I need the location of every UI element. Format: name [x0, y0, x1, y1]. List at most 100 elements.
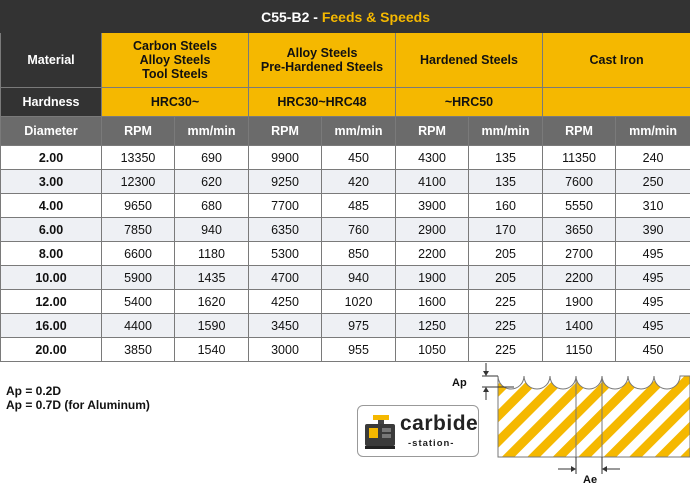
rpm-cell: 4400	[101, 313, 175, 338]
diameter-cell: 6.00	[0, 217, 102, 242]
table-row: 20.00 3850 1540 3000 955 1050 225 1150 450	[0, 337, 690, 362]
feed-cell: 1020	[321, 289, 396, 314]
table-row: 3.00 12300 620 9250 420 4100 135 7600 250	[0, 169, 690, 194]
rpm-cell: 1050	[395, 337, 469, 362]
rpm-cell: 7850	[101, 217, 175, 242]
feed-cell: 495	[614, 289, 690, 314]
rpm-cell: 5300	[248, 241, 322, 266]
workpiece	[497, 375, 690, 458]
diameter-cell: 16.00	[0, 313, 102, 338]
column-header-row: Diameter RPM mm/min RPM mm/min RPM mm/mi…	[0, 116, 690, 146]
rpm-cell: 7700	[248, 193, 322, 218]
feed-cell: 1540	[174, 337, 249, 362]
table-row: 10.00 5900 1435 4700 940 1900 205 2200 495	[0, 265, 690, 290]
material-carbon-steels: Carbon Steels Alloy Steels Tool Steels	[101, 32, 249, 88]
rpm-cell: 3450	[248, 313, 322, 338]
table-row: 16.00 4400 1590 3450 975 1250 225 1400 495	[0, 313, 690, 338]
table-row: 8.00 6600 1180 5300 850 2200 205 2700 495	[0, 241, 690, 266]
rpm-cell: 5400	[101, 289, 175, 314]
feed-cell: 1590	[174, 313, 249, 338]
rpm-cell: 4250	[248, 289, 322, 314]
rpm-header: RPM	[542, 116, 616, 146]
rpm-cell: 5550	[542, 193, 616, 218]
hardness-alloy-steels: HRC30~HRC48	[248, 87, 396, 117]
feed-cell: 485	[321, 193, 396, 218]
rpm-cell: 11350	[542, 145, 616, 170]
feed-header: mm/min	[174, 116, 249, 146]
rpm-header: RPM	[395, 116, 469, 146]
hardness-cast-iron	[541, 87, 690, 117]
note-line: Ap = 0.2D	[6, 384, 62, 398]
material-line: Cast Iron	[589, 53, 644, 67]
material-row: Material Carbon Steels Alloy Steels Tool…	[0, 32, 690, 88]
rpm-cell: 3850	[101, 337, 175, 362]
feed-cell: 135	[468, 169, 543, 194]
material-line: Alloy Steels	[286, 46, 358, 60]
feed-cell: 940	[321, 265, 396, 290]
rpm-cell: 1400	[542, 313, 616, 338]
feed-header: mm/min	[468, 116, 543, 146]
feed-cell: 495	[614, 313, 690, 338]
carbide-station-logo: carbide -station-	[357, 405, 479, 457]
diameter-cell: 3.00	[0, 169, 102, 194]
logo-name: carbide	[400, 412, 479, 435]
feed-cell: 1180	[174, 241, 249, 266]
rpm-cell: 6350	[248, 217, 322, 242]
feed-cell: 225	[468, 289, 543, 314]
hardness-label: Hardness	[0, 87, 102, 117]
rpm-cell: 3650	[542, 217, 616, 242]
feed-cell: 135	[468, 145, 543, 170]
ae-label: Ae	[583, 474, 597, 485]
feed-cell: 495	[614, 241, 690, 266]
table-subtitle: Feeds & Speeds	[321, 8, 430, 25]
table-row: 6.00 7850 940 6350 760 2900 170 3650 390	[0, 217, 690, 242]
diameter-cell: 10.00	[0, 265, 102, 290]
rpm-cell: 13350	[101, 145, 175, 170]
feed-header: mm/min	[614, 116, 690, 146]
feed-cell: 205	[468, 265, 543, 290]
rpm-cell: 9900	[248, 145, 322, 170]
material-line: Tool Steels	[142, 67, 208, 81]
table-row: 4.00 9650 680 7700 485 3900 160 5550 310	[0, 193, 690, 218]
rpm-cell: 4100	[395, 169, 469, 194]
feed-cell: 240	[614, 145, 690, 170]
material-line: Carbon Steels	[132, 39, 218, 53]
material-cast-iron: Cast Iron	[541, 32, 690, 88]
rpm-cell: 4700	[248, 265, 322, 290]
material-label: Material	[0, 32, 102, 88]
feed-cell: 940	[174, 217, 249, 242]
feed-cell: 205	[468, 241, 543, 266]
rpm-cell: 7600	[542, 169, 616, 194]
rpm-cell: 9250	[248, 169, 322, 194]
logo-tagline: -station-	[408, 438, 455, 449]
diameter-cell: 2.00	[0, 145, 102, 170]
feed-cell: 680	[174, 193, 249, 218]
feed-header: mm/min	[321, 116, 396, 146]
ap-label: Ap	[452, 377, 467, 389]
feed-cell: 420	[321, 169, 396, 194]
material-line: Alloy Steels	[139, 53, 211, 67]
hardness-carbon-steels: HRC30~	[101, 87, 249, 117]
diameter-cell: 4.00	[0, 193, 102, 218]
feed-cell: 250	[614, 169, 690, 194]
feed-cell: 690	[174, 145, 249, 170]
rpm-cell: 4300	[395, 145, 469, 170]
rpm-header: RPM	[101, 116, 175, 146]
rpm-cell: 5900	[101, 265, 175, 290]
tool-code: C55-B2	[261, 8, 310, 25]
rpm-cell: 6600	[101, 241, 175, 266]
feed-cell: 955	[321, 337, 396, 362]
table-row: 2.00 13350 690 9900 450 4300 135 11350 240	[0, 145, 690, 170]
feed-cell: 495	[614, 265, 690, 290]
feed-cell: 160	[468, 193, 543, 218]
notes: Ap = 0.2D Ap = 0.7D (for Aluminum)	[6, 384, 150, 412]
feed-cell: 310	[614, 193, 690, 218]
title-row: C55-B2 - Feeds & Speeds	[0, 0, 690, 33]
rpm-cell: 2900	[395, 217, 469, 242]
rpm-cell: 1600	[395, 289, 469, 314]
table-row: 12.00 5400 1620 4250 1020 1600 225 1900 495	[0, 289, 690, 314]
feed-cell: 390	[614, 217, 690, 242]
ap-ae-diagram: Ap Ae	[452, 363, 690, 485]
rpm-cell: 2200	[542, 265, 616, 290]
feeds-speeds-table: C55-B2 - Feeds & Speeds Material Carbon …	[0, 0, 690, 362]
